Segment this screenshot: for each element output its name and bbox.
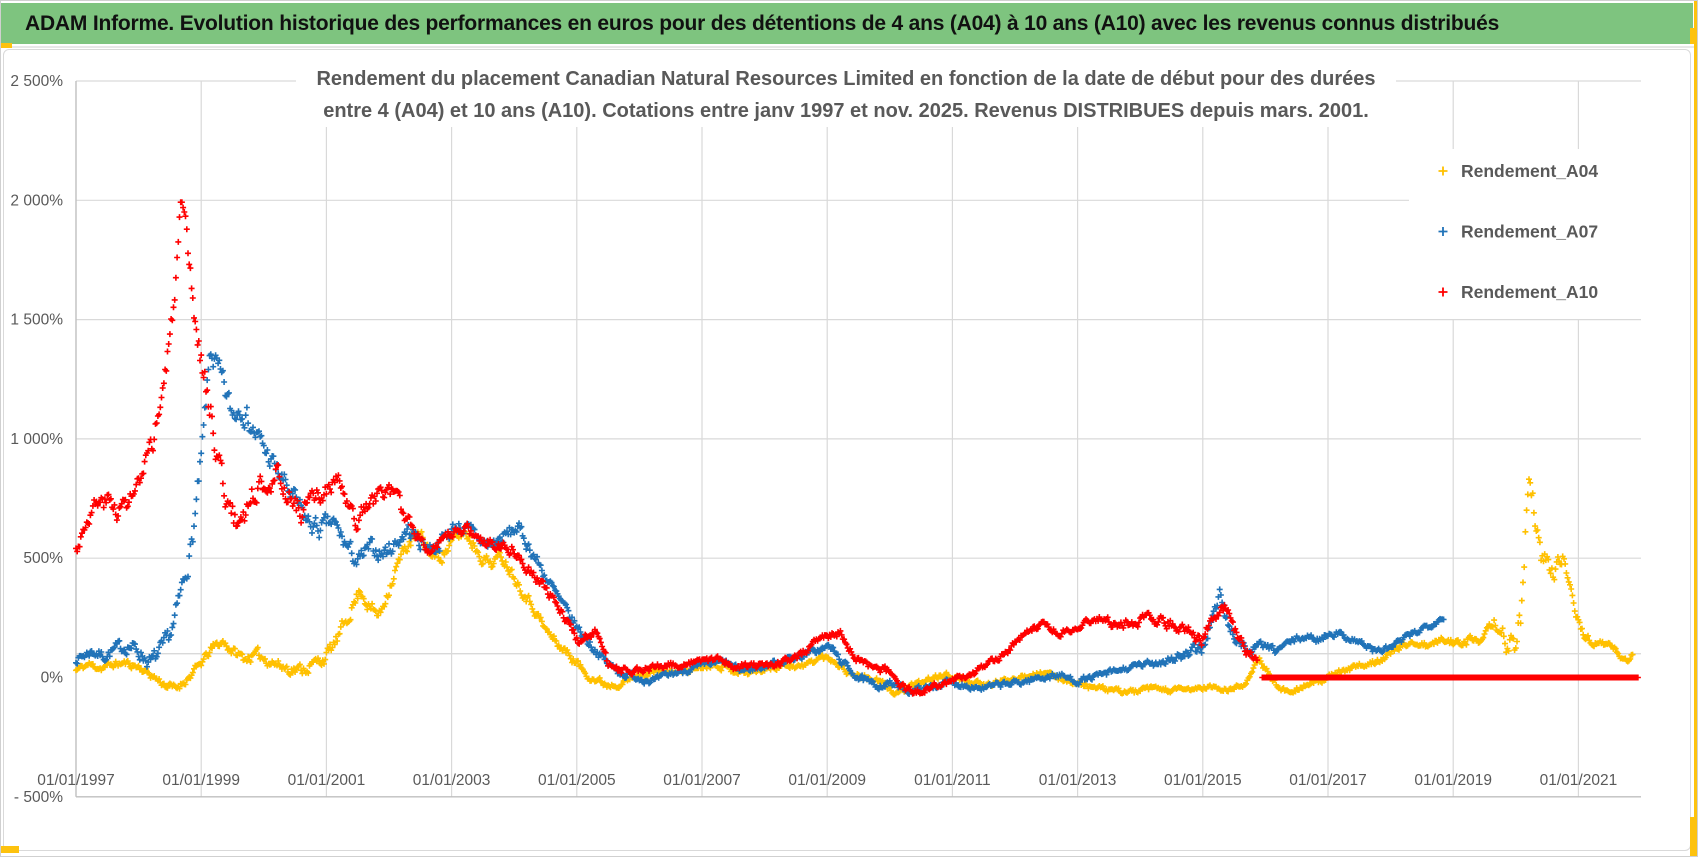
window-border-dash-left-top [1,43,12,48]
x-tick-label: 01/01/2001 [288,772,366,789]
y-tick-label: - 500% [14,789,63,806]
series-Rendement_A04 [73,476,1636,698]
legend-marker-Rendement_A10 [1438,287,1448,297]
x-tick-label: 01/01/2007 [663,772,741,789]
x-tick-label: 01/01/1997 [37,772,115,789]
y-tick-label: 1 000% [10,431,63,448]
legend-background [1409,149,1681,319]
window-border-corner-topright [1690,28,1697,44]
chart-legend: Rendement_A04 Rendement_A07 Rendement_A10 [1409,149,1681,319]
y-tick-label: 500% [23,550,63,567]
series-Rendement_A07 [73,351,1447,697]
y-tick-label: 0% [41,670,64,687]
legend-label-Rendement_A07[interactable]: Rendement_A07 [1461,222,1598,242]
x-tick-label: 01/01/2019 [1414,772,1492,789]
x-tick-label: 01/01/2003 [413,772,491,789]
x-tick-label: 01/01/2011 [914,772,990,789]
banner-title: ADAM Informe. Evolution historique des p… [25,11,1500,35]
chart-title-background [296,61,1396,127]
y-tick-label: 1 500% [10,312,63,329]
data-series [73,199,1641,698]
x-tick-label: 01/01/2017 [1289,772,1367,789]
chart-title-line1: Rendement du placement Canadian Natural … [316,68,1375,90]
x-tick-label: 01/01/1999 [162,772,240,789]
x-tick-label: 01/01/2009 [788,772,866,789]
y-axis-labels: 2 500% 2 000% 1 500% 1 000% 500% 0% - 500% [10,73,63,806]
banner: ADAM Informe. Evolution historique des p… [1,3,1693,44]
series-Rendement_A10 [73,199,1641,697]
legend-label-Rendement_A10[interactable]: Rendement_A10 [1461,282,1598,302]
gridlines [75,80,1641,798]
x-tick-label: 01/01/2005 [538,772,616,789]
y-tick-label: 2 000% [10,192,63,209]
x-tick-label: 01/01/2013 [1039,772,1117,789]
window-border-dash-left-bottom [1,846,19,853]
y-tick-label: 2 500% [10,73,63,90]
chart-title-line2: entre 4 (A04) et 10 ans (A10). Cotations… [323,100,1369,122]
legend-label-Rendement_A04[interactable]: Rendement_A04 [1461,161,1598,181]
header-divider [1,46,1697,48]
legend-marker-Rendement_A04 [1438,166,1448,176]
window-border-right [1694,1,1697,856]
window-border-corner-bottomright [1690,817,1697,856]
x-tick-label: 01/01/2015 [1164,772,1242,789]
legend-marker-Rendement_A07 [1438,227,1448,236]
x-axis-labels: 01/01/1997 01/01/1999 01/01/2001 01/01/2003… [37,772,1617,789]
x-tick-label: 01/01/2021 [1540,772,1618,789]
